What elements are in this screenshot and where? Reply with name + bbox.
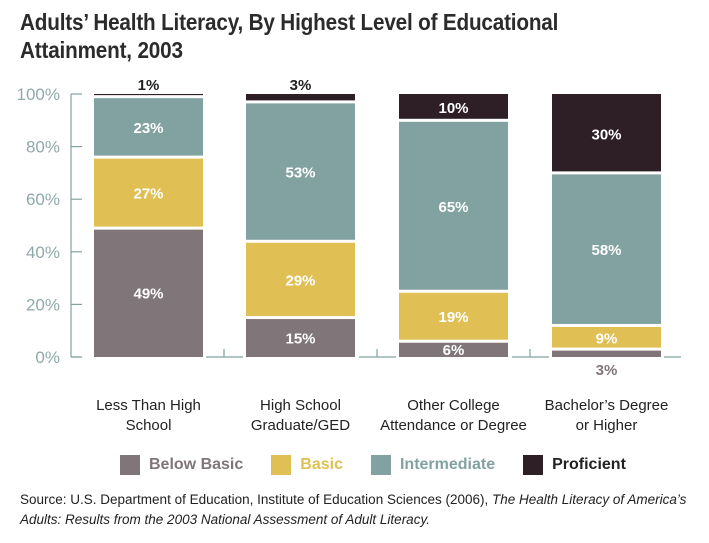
data-label: 6% (443, 342, 465, 359)
y-tick-label: 100% (17, 85, 60, 104)
bar-segment-intermediate (246, 103, 355, 240)
bar-segment-below-basic (94, 229, 203, 357)
source-prefix: Source: U.S. Department of Education, In… (20, 492, 493, 507)
data-label: 3% (596, 362, 618, 379)
data-label: 49% (133, 286, 163, 303)
y-tick-label: 20% (26, 295, 60, 314)
bar-segment-intermediate (399, 121, 508, 290)
data-label: 3% (290, 77, 312, 94)
legend-item: Basic (271, 455, 343, 475)
data-label: 15% (285, 330, 315, 347)
data-label: 1% (138, 77, 160, 94)
bar-segment-below-basic (246, 319, 355, 357)
bar-segment-proficient (399, 94, 508, 119)
chart-title: Adults’ Health Literacy, By Highest Leve… (20, 9, 559, 63)
data-label: 29% (285, 272, 315, 289)
bar-segment-below-basic (552, 350, 661, 357)
x-category-label: Bachelor’s Degree (545, 397, 669, 414)
source-note: Source: U.S. Department of Education, In… (20, 490, 700, 530)
legend-label: Proficient (552, 456, 626, 473)
y-tick-label: 40% (26, 243, 60, 262)
legend-swatch (120, 455, 140, 475)
x-category-label: Graduate/GED (251, 417, 350, 434)
legend-swatch (370, 455, 391, 475)
y-tick-label: 0% (35, 348, 60, 367)
source-title: The Health Literacy of America’s Adults:… (20, 492, 687, 527)
x-category-label: High School (260, 397, 341, 414)
data-label: 27% (133, 186, 163, 203)
data-label: 9% (596, 330, 618, 347)
bar-segment-intermediate (552, 174, 661, 324)
data-label: 58% (591, 242, 621, 259)
legend-item: Intermediate (370, 455, 496, 475)
data-label: 53% (285, 165, 315, 182)
data-label: 10% (438, 100, 468, 117)
y-tick-label: 60% (26, 190, 60, 209)
legend: Below Basic Basic Intermediate Proficient (120, 455, 654, 475)
bar-segment-proficient (246, 94, 355, 101)
bar-segment-below-basic (399, 342, 508, 357)
bar-segment-proficient (552, 94, 661, 172)
data-label: 65% (438, 199, 468, 216)
bar-segment-basic (246, 242, 355, 317)
data-label: 30% (591, 126, 621, 143)
x-category-label: School (126, 417, 172, 434)
data-label: 19% (438, 309, 468, 326)
x-category-label: Attendance or Degree (380, 417, 527, 434)
y-tick-label: 80% (26, 138, 60, 157)
bar-segment-proficient (94, 94, 203, 96)
bar-segment-intermediate (94, 98, 203, 156)
x-category-label: or Higher (576, 417, 638, 434)
legend-label: Intermediate (399, 456, 496, 473)
x-category-label: Other College (407, 397, 500, 414)
bar-segment-basic (94, 158, 203, 227)
bar-segment-basic (399, 292, 508, 340)
legend-swatch (523, 455, 544, 475)
stacked-bar-chart: 0% 20% 40% 60% 80% 100% 49% 27% 23% 1% Less Than H… (17, 77, 681, 434)
data-label: 23% (133, 120, 163, 137)
legend-item: Proficient (523, 455, 626, 475)
bar-segment-basic (552, 326, 661, 348)
legend-label: Basic (300, 456, 343, 473)
legend-swatch (271, 455, 292, 475)
x-category-label: Less Than High (96, 397, 201, 414)
legend-item: Below Basic (120, 455, 243, 475)
legend-label: Below Basic (149, 456, 244, 473)
